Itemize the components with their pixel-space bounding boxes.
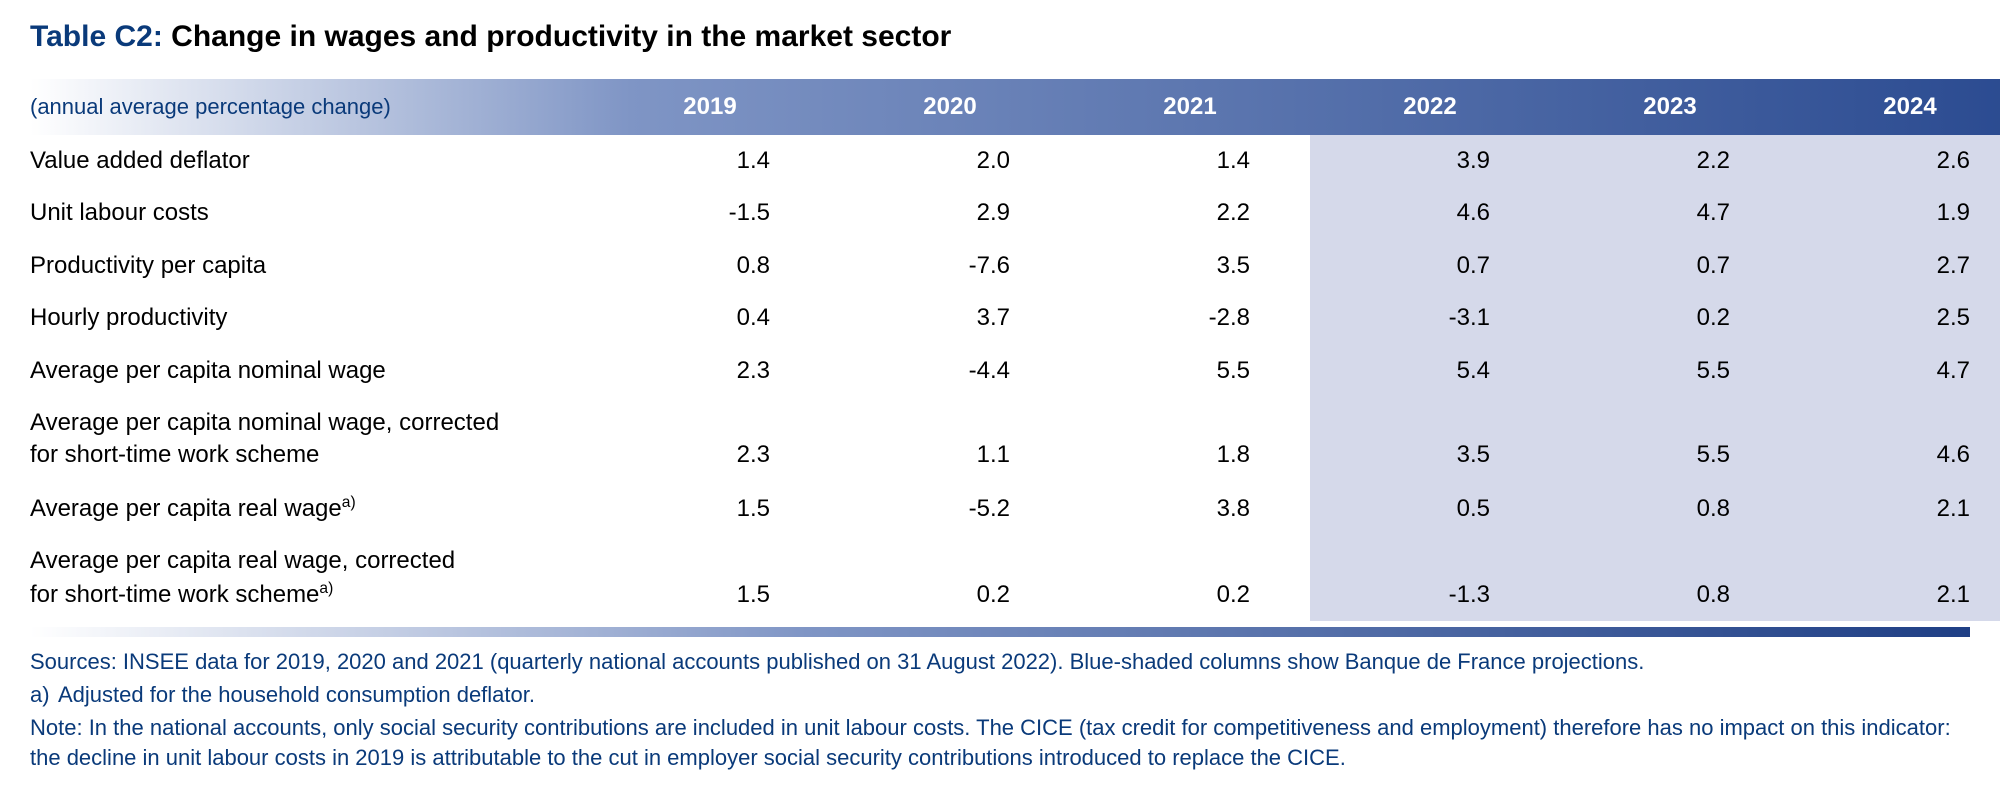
cell-value: -1.3 xyxy=(1310,535,1550,621)
cell-value: 2.5 xyxy=(1790,292,2000,344)
row-label-text: Unit labour costs xyxy=(30,199,209,226)
cell-value: -3.1 xyxy=(1310,292,1550,344)
col-header-year: 2021 xyxy=(1070,79,1310,135)
row-label-text: Average per capita real wage xyxy=(30,495,342,522)
cell-value: 1.1 xyxy=(830,397,1070,482)
cell-value: 0.2 xyxy=(1550,292,1790,344)
row-label: Productivity per capita xyxy=(30,240,590,292)
gradient-divider xyxy=(30,627,1970,637)
footnotes: Sources: INSEE data for 2019, 2020 and 2… xyxy=(30,647,1970,774)
row-label-line2: for short-time work scheme xyxy=(30,581,319,608)
cell-value: 3.7 xyxy=(830,292,1070,344)
cell-value: 0.2 xyxy=(830,535,1070,621)
cell-value: 2.0 xyxy=(830,135,1070,187)
row-label-text: Value added deflator xyxy=(30,147,250,174)
cell-value: 1.4 xyxy=(1070,135,1310,187)
cell-value: 3.5 xyxy=(1070,240,1310,292)
cell-value: 5.5 xyxy=(1070,345,1310,397)
cell-value: -2.8 xyxy=(1070,292,1310,344)
cell-value: 2.1 xyxy=(1790,482,2000,535)
col-header-year: 2022 xyxy=(1310,79,1550,135)
cell-value: 2.1 xyxy=(1790,535,2000,621)
cell-value: 2.3 xyxy=(590,345,830,397)
table-header-row: (annual average percentage change) 2019 … xyxy=(30,79,2000,135)
row-label: Average per capita nominal wage, correct… xyxy=(30,397,590,482)
row-label: Average per capita real wagea) xyxy=(30,482,590,535)
cell-value: 4.7 xyxy=(1790,345,2000,397)
cell-value: 5.5 xyxy=(1550,397,1790,482)
cell-value: 3.8 xyxy=(1070,482,1310,535)
cell-value: 0.8 xyxy=(1550,535,1790,621)
table-row: Average per capita nominal wage2.3-4.45.… xyxy=(30,345,2000,397)
table-body: Value added deflator1.42.01.43.92.22.6Un… xyxy=(30,135,2000,621)
cell-value: 0.5 xyxy=(1310,482,1550,535)
row-label: Hourly productivity xyxy=(30,292,590,344)
cell-value: 4.7 xyxy=(1550,187,1790,239)
row-label: Unit labour costs xyxy=(30,187,590,239)
cell-value: 1.5 xyxy=(590,482,830,535)
wage-productivity-table: (annual average percentage change) 2019 … xyxy=(30,79,2000,621)
row-label-text: Productivity per capita xyxy=(30,252,266,279)
cell-value: 2.6 xyxy=(1790,135,2000,187)
row-label-text: Average per capita nominal wage xyxy=(30,357,386,384)
cell-value: 2.2 xyxy=(1070,187,1310,239)
row-label: Average per capita nominal wage xyxy=(30,345,590,397)
title-text: Change in wages and productivity in the … xyxy=(171,20,951,53)
cell-value: 4.6 xyxy=(1310,187,1550,239)
cell-value: 1.8 xyxy=(1070,397,1310,482)
cell-value: 0.4 xyxy=(590,292,830,344)
row-label-text: Hourly productivity xyxy=(30,304,227,331)
table-row: Productivity per capita0.8-7.63.50.70.72… xyxy=(30,240,2000,292)
cell-value: -5.2 xyxy=(830,482,1070,535)
cell-value: 1.5 xyxy=(590,535,830,621)
cell-value: 2.9 xyxy=(830,187,1070,239)
title-separator: : xyxy=(153,20,163,53)
col-header-year: 2019 xyxy=(590,79,830,135)
row-label-line2: for short-time work scheme xyxy=(30,441,319,468)
cell-value: 0.7 xyxy=(1310,240,1550,292)
table-row: Average per capita nominal wage, correct… xyxy=(30,397,2000,482)
cell-value: 3.5 xyxy=(1310,397,1550,482)
row-label: Value added deflator xyxy=(30,135,590,187)
table-row: Average per capita real wage, corrected f… xyxy=(30,535,2000,621)
table-title: Table C2: Change in wages and productivi… xyxy=(30,20,1970,54)
footnote-a-text: Adjusted for the household consumption d… xyxy=(58,682,535,707)
cell-value: 0.7 xyxy=(1550,240,1790,292)
footnote-a: a)Adjusted for the household consumption… xyxy=(30,680,1970,711)
table-row: Value added deflator1.42.01.43.92.22.6 xyxy=(30,135,2000,187)
cell-value: 2.3 xyxy=(590,397,830,482)
footnote-a-label: a) xyxy=(30,680,58,711)
cell-value: -4.4 xyxy=(830,345,1070,397)
footnote-sources: Sources: INSEE data for 2019, 2020 and 2… xyxy=(30,647,1970,678)
table-row: Unit labour costs -1.52.92.24.64.71.9 xyxy=(30,187,2000,239)
cell-value: -1.5 xyxy=(590,187,830,239)
cell-value: 0.8 xyxy=(1550,482,1790,535)
row-label-note: a) xyxy=(319,580,333,597)
cell-value: 0.8 xyxy=(590,240,830,292)
cell-value: 1.4 xyxy=(590,135,830,187)
col-header-year: 2024 xyxy=(1790,79,2000,135)
table-label: Table C2 xyxy=(30,20,153,53)
row-label-note: a) xyxy=(342,494,356,511)
cell-value: 2.2 xyxy=(1550,135,1790,187)
cell-value: 2.7 xyxy=(1790,240,2000,292)
cell-value: -7.6 xyxy=(830,240,1070,292)
cell-value: 5.4 xyxy=(1310,345,1550,397)
col-header-year: 2020 xyxy=(830,79,1070,135)
table-subtitle: (annual average percentage change) xyxy=(30,79,590,135)
cell-value: 3.9 xyxy=(1310,135,1550,187)
table-row: Average per capita real wagea)1.5-5.23.8… xyxy=(30,482,2000,535)
row-label-line1: Average per capita real wage, corrected xyxy=(30,547,455,574)
cell-value: 5.5 xyxy=(1550,345,1790,397)
row-label-line1: Average per capita nominal wage, correct… xyxy=(30,409,499,436)
table-row: Hourly productivity 0.43.7-2.8-3.10.22.5 xyxy=(30,292,2000,344)
footnote-note: Note: In the national accounts, only soc… xyxy=(30,713,1970,775)
cell-value: 1.9 xyxy=(1790,187,2000,239)
row-label: Average per capita real wage, corrected f… xyxy=(30,535,590,621)
cell-value: 0.2 xyxy=(1070,535,1310,621)
col-header-year: 2023 xyxy=(1550,79,1790,135)
cell-value: 4.6 xyxy=(1790,397,2000,482)
